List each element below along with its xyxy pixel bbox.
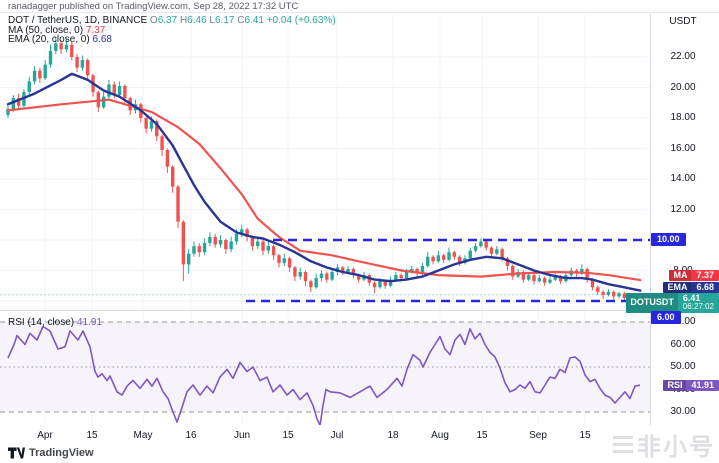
grid-layer: [0, 14, 650, 425]
rsi-legend-row[interactable]: RSI (14, close) 41.91: [8, 317, 102, 328]
axis-tick: 22.00: [670, 51, 696, 62]
level-badge-10: 10.00: [651, 233, 686, 246]
change-value: +0.04 (+0.63%): [266, 15, 336, 26]
footer-bar: TradingView: [0, 443, 719, 463]
ma-value: 7.37: [85, 24, 106, 36]
symbol-last-price: 6.41: [682, 293, 701, 303]
rsi-value: 41.91: [76, 317, 102, 328]
axis-tick: 20.00: [670, 81, 696, 93]
rsi-line: [7, 325, 641, 427]
symbol-title: DOT / TetherUS, 1D, BINANCE: [8, 15, 148, 26]
site-watermark: 非小号: [613, 427, 715, 462]
tradingview-logo-text: TradingView: [29, 447, 94, 459]
ema-price-badge: EMA 6.68: [663, 282, 719, 293]
axis-tick: 70.00: [670, 316, 696, 327]
publish-info-text: ranadagger published on TradingView.com,…: [8, 1, 299, 12]
close-value: 6.41: [244, 15, 264, 26]
chart-canvas[interactable]: [0, 14, 719, 443]
legend-symbol-row[interactable]: DOT / TetherUS, 1D, BINANCE O6.37 H6.46 …: [8, 16, 336, 26]
price-axis-currency[interactable]: USDT: [669, 16, 697, 27]
tradingview-logo[interactable]: TradingView: [8, 446, 94, 460]
axis-tick: 14.00: [670, 173, 696, 184]
bar-countdown: 06:27:02: [682, 302, 714, 311]
ema20-line: [6, 72, 642, 292]
publish-info-bar: ranadagger published on TradingView.com,…: [0, 0, 719, 13]
high-label: H: [179, 15, 188, 26]
open-value: 6.37: [157, 15, 178, 26]
time-tick-18: 18: [387, 430, 399, 441]
rsi-value-badge: RSI 41.91: [663, 380, 719, 391]
axis-tick: 30.00: [670, 406, 696, 417]
axis-tick: 60.00: [670, 338, 696, 350]
watermark-text: 非小号: [637, 434, 715, 461]
time-tick-15: 15: [476, 430, 488, 441]
axis-tick: 50.00: [670, 361, 696, 372]
ma-label: MA (50, close, 0): [8, 24, 84, 36]
legend-ema-row[interactable]: EMA (20, close, 0) 6.68: [8, 35, 336, 45]
symbol-price-badge: DOTUSDT 6.41 06:27:02: [626, 293, 719, 313]
open-label: O: [149, 15, 158, 26]
time-tick-Aug: Aug: [431, 430, 449, 441]
time-tick-May: May: [133, 430, 153, 441]
candles-layer: [6, 37, 642, 301]
low-label: L: [209, 15, 215, 26]
axis-tick: 16.00: [670, 142, 696, 154]
high-value: 6.46: [187, 15, 207, 26]
time-tick-15: 15: [282, 430, 294, 441]
low-value: 6.17: [214, 15, 235, 26]
time-tick-Apr: Apr: [37, 430, 53, 441]
rsi-label: RSI (14, close): [8, 317, 75, 328]
axis-tick: 18.00: [670, 112, 696, 123]
watermark-logo-icon: [613, 435, 633, 454]
time-tick-15: 15: [579, 430, 591, 441]
tradingview-logo-icon: [8, 447, 25, 459]
time-tick-Jul: Jul: [330, 430, 344, 441]
chart-legend: DOT / TetherUS, 1D, BINANCE O6.37 H6.46 …: [8, 16, 336, 45]
ema-value: 6.68: [92, 34, 112, 45]
ma-price-badge: MA 7.37: [669, 270, 719, 281]
time-tick-15: 15: [86, 430, 98, 441]
time-tick-Sep: Sep: [529, 430, 547, 441]
level-badge-6: 6.00: [651, 311, 681, 324]
ma50-line: [6, 98, 642, 282]
time-axis[interactable]: [0, 425, 719, 444]
time-tick-16: 16: [185, 430, 197, 441]
time-tick-Jun: Jun: [233, 430, 251, 441]
legend-ma-row[interactable]: MA (50, close, 0) 7.37: [8, 24, 336, 36]
ema-label: EMA (20, close, 0): [8, 34, 90, 45]
axis-tick: 12.00: [670, 203, 696, 215]
close-label: C: [237, 15, 245, 26]
